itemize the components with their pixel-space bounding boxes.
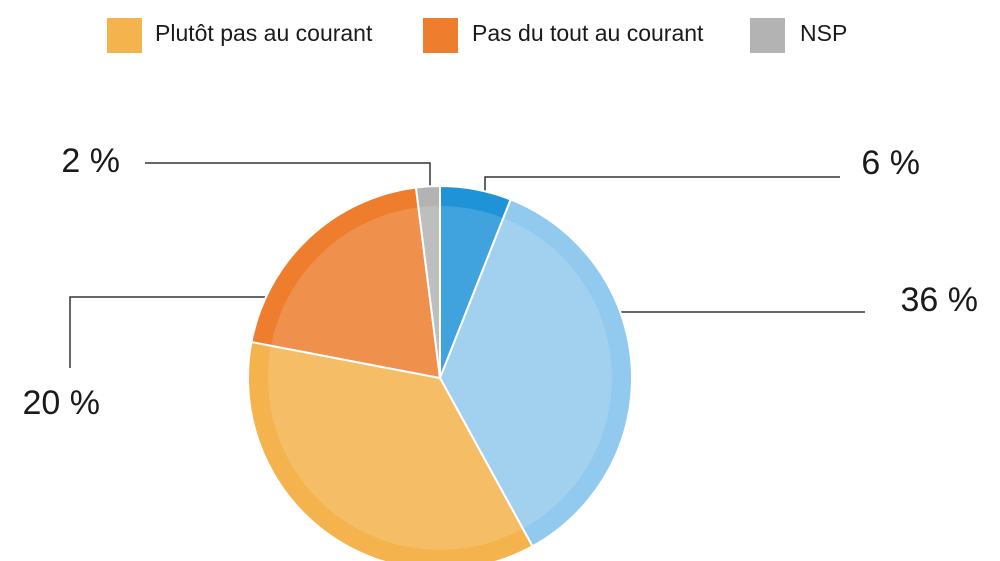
legend-swatch — [423, 18, 458, 53]
value-label: 2 % — [61, 142, 120, 180]
value-label: 6 % — [861, 144, 920, 182]
leader-lines — [69, 162, 865, 561]
value-label: 20 % — [23, 384, 101, 422]
legend-text: Pas du tout au courant — [472, 20, 704, 46]
legend-text: NSP — [800, 20, 847, 46]
legend-text: Plutôt pas au courant — [155, 20, 373, 46]
pie-slice — [250, 186, 442, 380]
pie-slice — [247, 340, 534, 561]
leader-line — [484, 176, 840, 196]
legend-swatch — [107, 18, 142, 53]
pie-slice — [438, 198, 633, 548]
pie-slice — [414, 184, 441, 379]
leader-line — [145, 162, 431, 192]
value-label: 36 % — [901, 281, 979, 319]
legend-swatch — [750, 18, 785, 53]
leader-line — [69, 296, 340, 368]
